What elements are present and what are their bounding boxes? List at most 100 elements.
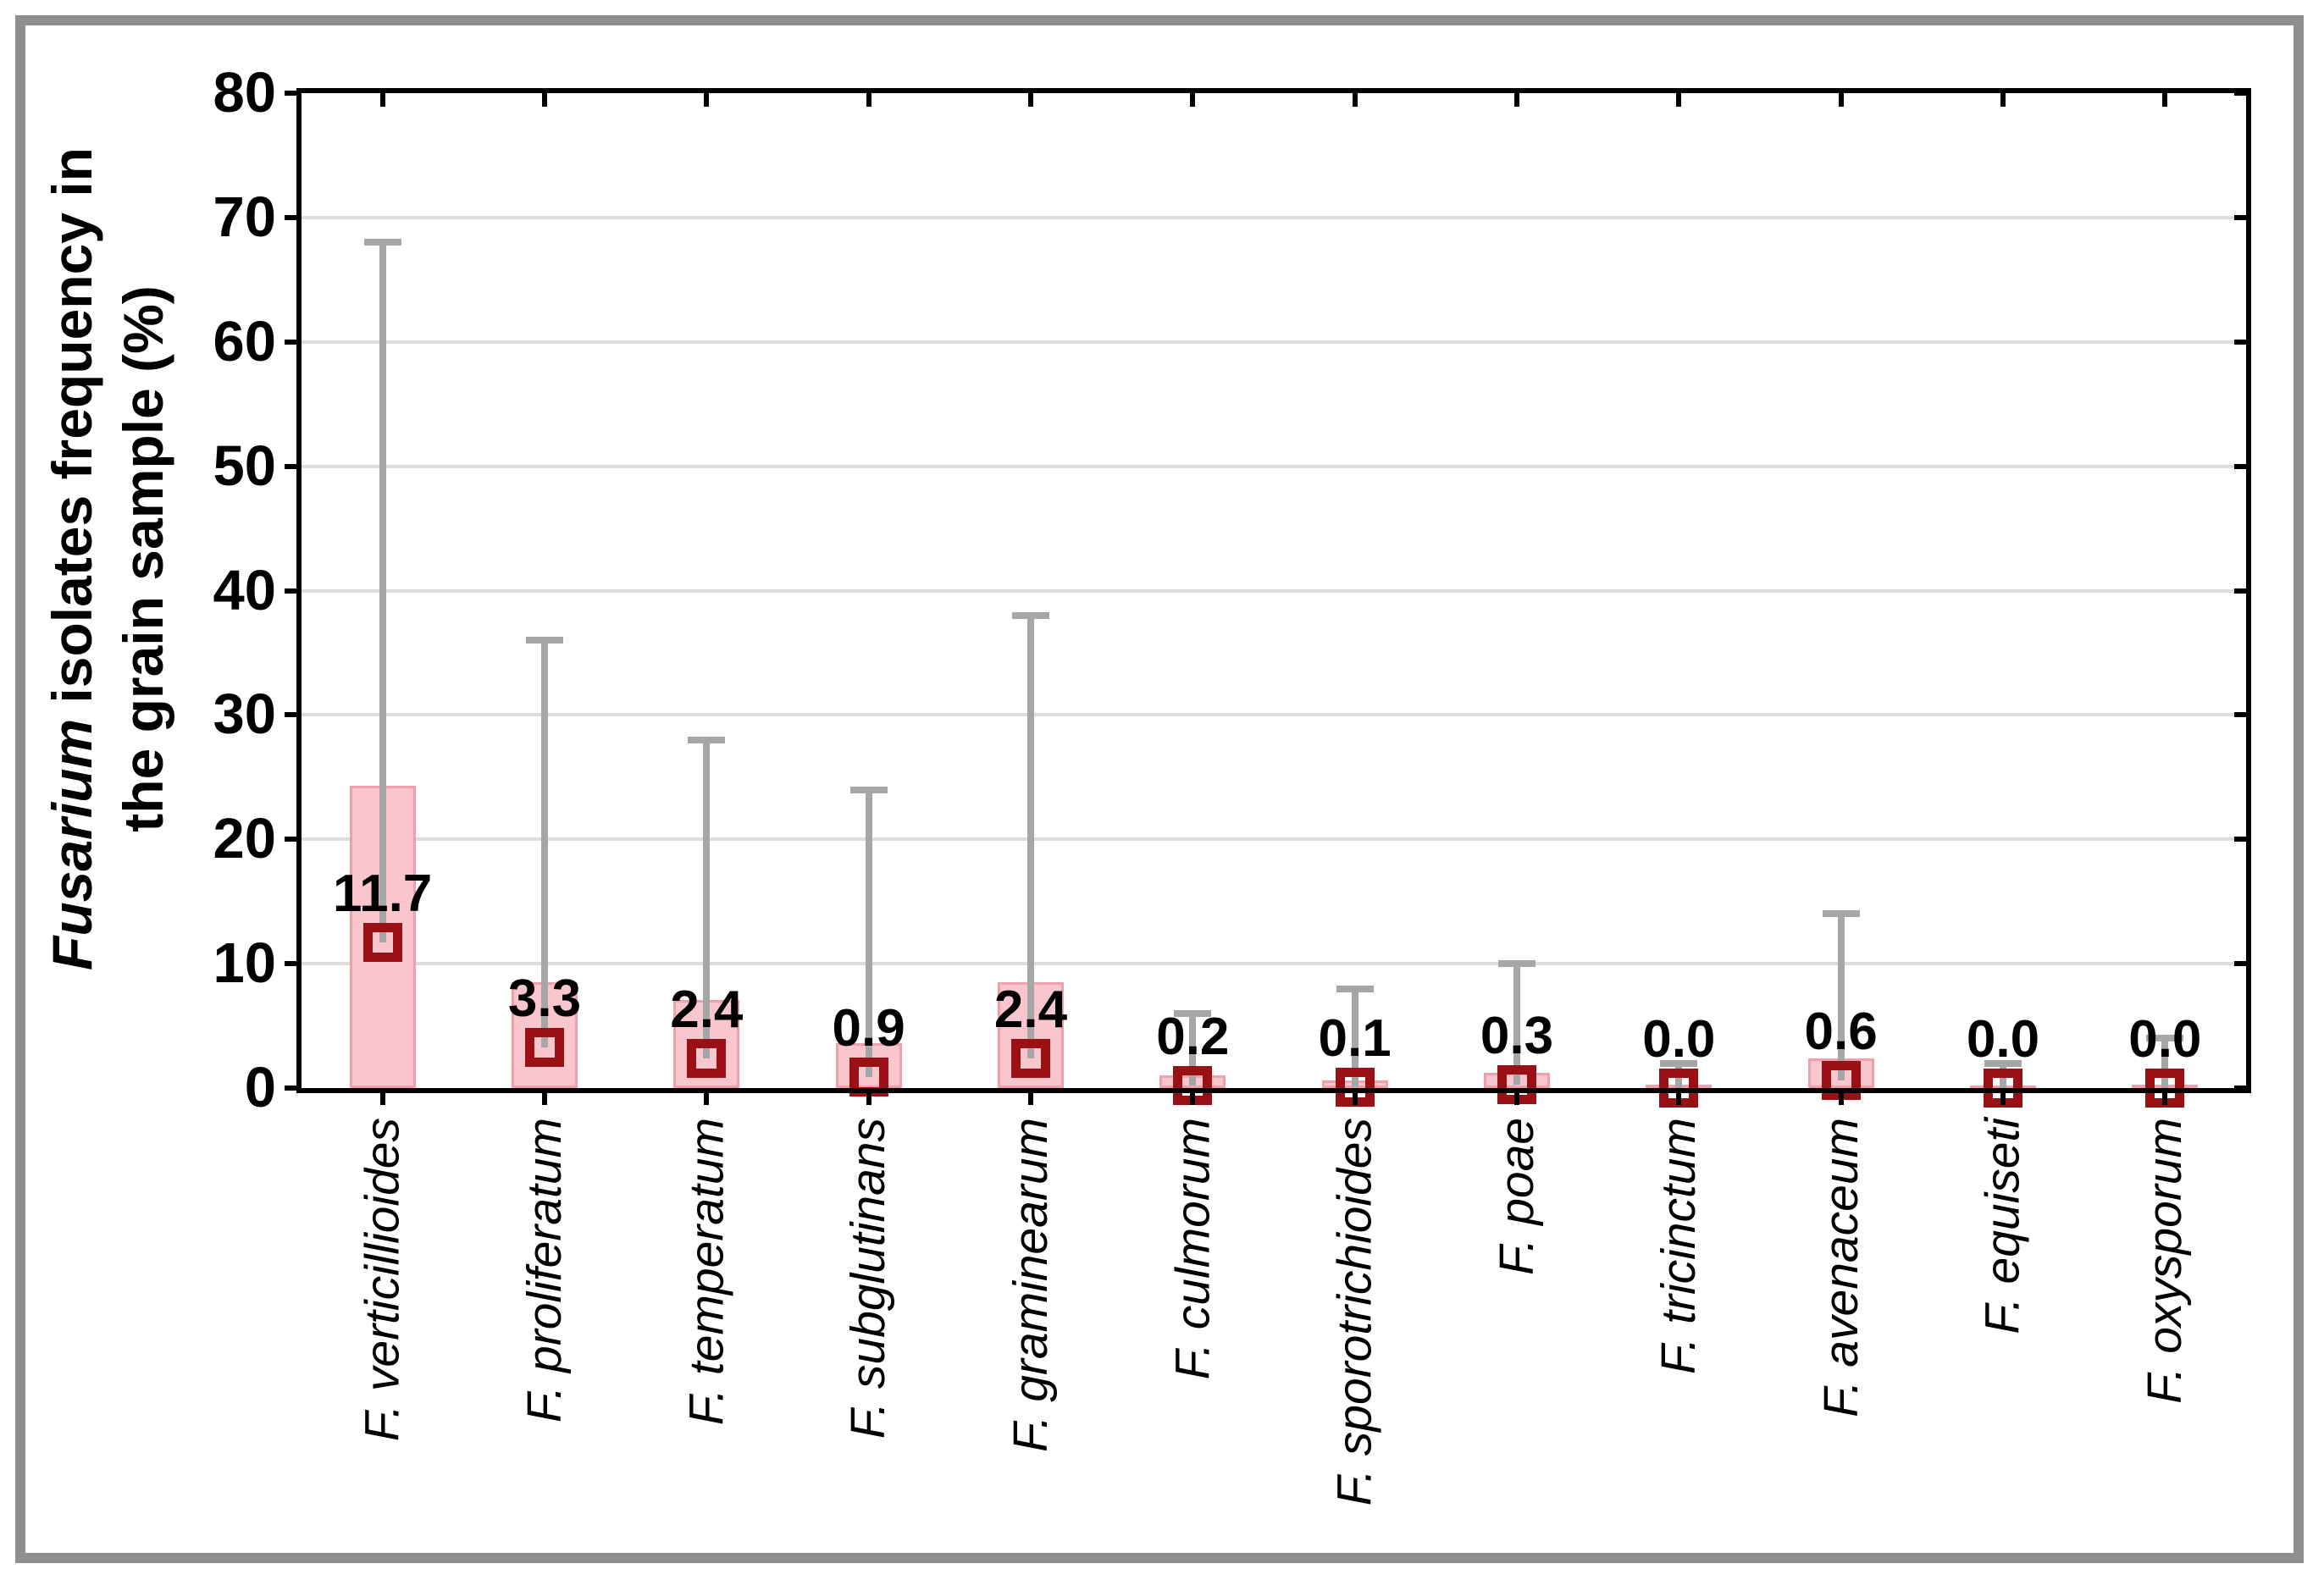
value-label: 0.0 xyxy=(1966,1010,2040,1069)
y-tick-mark-left xyxy=(285,91,298,96)
error-cap xyxy=(1498,960,1536,968)
x-tick-mark-bottom xyxy=(1838,1093,1844,1105)
x-tick-label: F. tricinctum xyxy=(1652,1118,1707,1375)
error-cap xyxy=(688,736,726,743)
error-cap xyxy=(1174,1009,1212,1017)
error-cap xyxy=(1822,910,1860,918)
value-label: 0.0 xyxy=(2128,1010,2202,1069)
y-tick-mark-right xyxy=(2234,463,2246,469)
error-cap xyxy=(363,239,401,246)
x-tick-label: F. proliferatum xyxy=(517,1118,572,1423)
y-axis-title-italic-word: Fusarium xyxy=(41,718,103,970)
x-tick-mark-bottom xyxy=(1514,1093,1519,1105)
y-tick-mark-left xyxy=(285,588,298,594)
x-tick-mark-bottom xyxy=(866,1093,872,1105)
error-whisker xyxy=(1837,914,1845,1081)
x-tick-mark-top xyxy=(1838,93,1844,107)
y-axis-title-line1: Fusarium isolates frequency in xyxy=(36,34,108,1084)
value-label: 0.3 xyxy=(1480,1006,1554,1065)
error-whisker xyxy=(1189,1013,1197,1086)
plot-area: 11.7 F. verticillioides 3.3 F. proliferatum… xyxy=(302,93,2246,1505)
x-tick-mark-top xyxy=(704,93,710,107)
y-tick-label: 0 xyxy=(244,1056,276,1119)
y-tick-mark-right xyxy=(2234,837,2246,842)
error-cap xyxy=(1660,1059,1698,1067)
y-tick-mark-right xyxy=(2234,1086,2246,1091)
y-tick-mark-right xyxy=(2234,588,2246,594)
error-whisker xyxy=(703,739,711,1058)
y-tick-mark-right xyxy=(2234,712,2246,718)
error-cap xyxy=(2146,1035,2184,1042)
value-label: 2.4 xyxy=(670,980,744,1039)
y-tick-label: 60 xyxy=(213,309,276,373)
x-tick-mark-top xyxy=(379,93,385,107)
error-cap xyxy=(1336,985,1374,992)
x-tick-mark-top xyxy=(1514,93,1519,107)
error-whisker xyxy=(1027,615,1034,1058)
error-whisker xyxy=(379,242,386,943)
x-tick-mark-top xyxy=(1352,93,1358,107)
error-whisker xyxy=(865,789,872,1077)
value-label: 0.9 xyxy=(832,998,905,1058)
y-tick-mark-left xyxy=(285,837,298,842)
x-tick-mark-bottom xyxy=(1028,1093,1033,1105)
y-axis-title-line1-rest: isolates frequency in xyxy=(41,147,103,719)
x-tick-label: F. temperatum xyxy=(679,1118,734,1426)
x-tick-mark-top xyxy=(1676,93,1682,107)
value-label: 2.4 xyxy=(993,980,1068,1039)
gridline xyxy=(302,588,2246,593)
x-tick-mark-bottom xyxy=(2000,1093,2006,1105)
value-label: 0.2 xyxy=(1156,1008,1230,1067)
gridline xyxy=(302,962,2246,966)
y-tick-label: 70 xyxy=(213,185,276,249)
y-tick-label: 20 xyxy=(213,807,276,871)
value-label: 3.3 xyxy=(507,969,582,1028)
y-tick-mark-right xyxy=(2234,91,2246,96)
x-tick-mark-top xyxy=(542,93,547,107)
x-tick-label: F. avenaceum xyxy=(1813,1118,1868,1417)
gridline xyxy=(302,713,2246,717)
x-tick-label: F. sporotrichioides xyxy=(1327,1118,1382,1506)
mean-marker xyxy=(849,1057,888,1097)
x-tick-label: F. graminearum xyxy=(1004,1118,1058,1452)
x-tick-mark-top xyxy=(1028,93,1033,107)
gridline xyxy=(302,837,2246,842)
y-tick-mark-left xyxy=(285,463,298,469)
y-tick-mark-right xyxy=(2234,339,2246,345)
error-cap xyxy=(849,786,888,793)
mean-marker xyxy=(687,1038,727,1078)
x-tick-mark-bottom xyxy=(1190,1093,1196,1105)
y-tick-mark-left xyxy=(285,712,298,718)
error-cap xyxy=(1012,611,1049,619)
mean-marker xyxy=(1011,1038,1050,1078)
x-tick-mark-bottom xyxy=(704,1093,710,1105)
x-tick-label: F. poae xyxy=(1490,1118,1544,1275)
error-whisker xyxy=(541,640,548,1047)
y-tick-label: 50 xyxy=(213,434,276,498)
x-tick-label: F. verticillioides xyxy=(355,1118,410,1442)
y-tick-mark-left xyxy=(285,339,298,345)
y-tick-label: 40 xyxy=(213,558,276,622)
x-tick-mark-bottom xyxy=(542,1093,547,1105)
value-label: 0.6 xyxy=(1804,1003,1878,1062)
x-tick-mark-bottom xyxy=(1352,1093,1358,1105)
y-tick-mark-right xyxy=(2234,214,2246,220)
gridline xyxy=(302,215,2246,219)
x-tick-mark-top xyxy=(2162,93,2168,107)
error-whisker xyxy=(1513,964,1520,1085)
x-tick-mark-bottom xyxy=(379,1093,385,1105)
gridline xyxy=(302,464,2246,468)
y-tick-label: 30 xyxy=(213,682,276,747)
value-label: 11.7 xyxy=(333,865,433,924)
mean-marker xyxy=(362,923,402,963)
x-tick-label: F. equiseti xyxy=(1976,1118,2030,1334)
y-tick-mark-left xyxy=(285,961,298,967)
x-tick-mark-top xyxy=(1190,93,1196,107)
x-tick-label: F. oxysporum xyxy=(2138,1118,2193,1404)
y-tick-label: 10 xyxy=(213,931,276,996)
y-tick-mark-left xyxy=(285,214,298,220)
y-tick-label: 80 xyxy=(213,61,276,124)
x-tick-mark-top xyxy=(866,93,872,107)
value-label: 0.0 xyxy=(1642,1010,1716,1069)
